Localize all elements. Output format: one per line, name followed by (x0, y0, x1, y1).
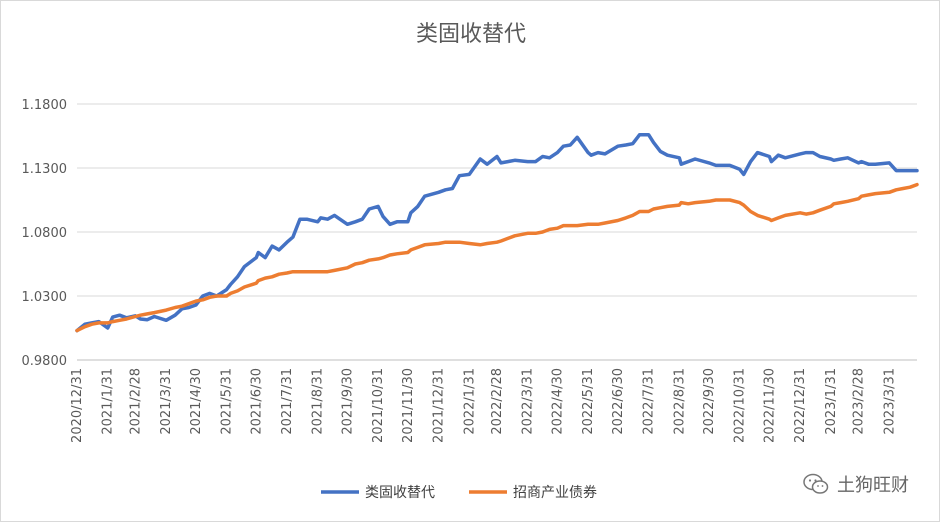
x-tick-label: 2022/8/31 (672, 368, 687, 435)
y-tick-label: 0.9800 (22, 354, 68, 369)
x-tick-label: 2022/6/30 (611, 368, 626, 435)
x-tick-label: 2021/7/31 (280, 368, 295, 435)
x-tick-label: 2021/4/30 (189, 368, 204, 435)
x-tick-label: 2021/5/31 (220, 368, 235, 435)
x-tick-label: 2022/5/31 (581, 368, 596, 435)
x-tick-label: 2023/1/31 (824, 368, 839, 435)
x-tick-label: 2022/11/30 (762, 368, 777, 443)
x-tick-label: 2021/8/31 (311, 368, 326, 435)
x-tick-label: 2022/3/31 (521, 368, 536, 435)
x-tick-label: 2023/3/31 (882, 368, 897, 435)
x-tick-label: 2021/9/30 (340, 368, 355, 435)
wechat-icon (803, 473, 829, 494)
x-tick-label: 2021/11/30 (401, 368, 416, 443)
legend: 类固收替代 招商产业债券 (321, 485, 597, 501)
x-tick-label: 2021/1/31 (101, 368, 116, 435)
y-tick-label: 1.0800 (22, 226, 68, 241)
x-tick-label: 2021/10/31 (371, 368, 386, 443)
chart-title: 类固收替代 (416, 22, 526, 47)
x-tick-label: 2021/6/30 (249, 368, 264, 435)
x-tick-label: 2020/12/31 (70, 368, 85, 443)
series-line-2 (75, 182, 919, 333)
y-tick-label: 1.1300 (22, 162, 68, 177)
y-tick-label: 1.1800 (22, 98, 68, 113)
x-tick-label: 2022/2/28 (490, 368, 505, 435)
legend-label-series-1: 类固收替代 (365, 485, 435, 501)
x-tick-label: 2022/12/31 (793, 368, 808, 443)
grid-layer (77, 103, 917, 361)
x-tick-label: 2022/1/31 (462, 368, 477, 435)
x-tick-label: 2022/4/30 (550, 368, 565, 435)
watermark-text: 土狗旺财 (837, 475, 909, 496)
x-tick-label: 2021/12/31 (432, 368, 447, 443)
x-tick-label: 2022/7/31 (642, 368, 657, 435)
y-tick-label: 1.0300 (22, 290, 68, 305)
legend-label-series-2: 招商产业债券 (513, 485, 597, 501)
watermark: 土狗旺财 (803, 471, 909, 497)
x-tick-label: 2023/2/28 (852, 368, 867, 435)
x-tick-label: 2022/9/30 (702, 368, 717, 435)
x-tick-label: 2021/3/31 (159, 368, 174, 435)
x-tick-label: 2022/10/31 (733, 368, 748, 443)
x-axis-ticks: 2020/12/31 2021/1/31 2021/2/28 2021/3/31 202… (70, 368, 897, 443)
x-tick-label: 2021/2/28 (128, 368, 143, 435)
series-layer (75, 132, 919, 333)
y-axis-ticks: 0.9800 1.0300 1.0800 1.1300 1.1800 (22, 98, 68, 369)
